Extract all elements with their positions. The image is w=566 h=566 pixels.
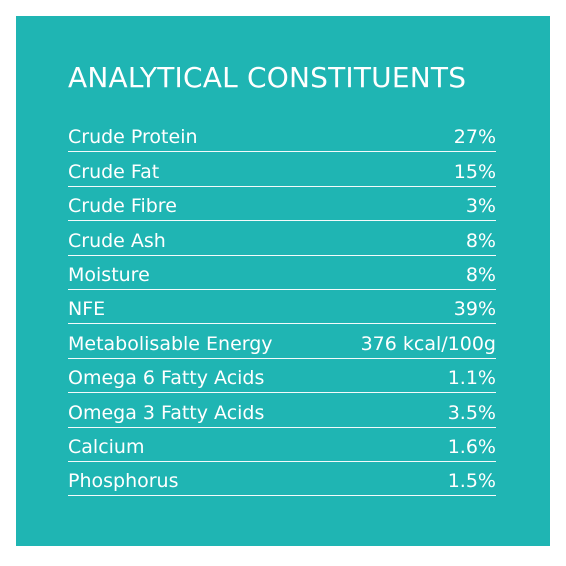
panel-title: ANALYTICAL CONSTITUENTS <box>68 61 467 94</box>
constituent-label: Metabolisable Energy <box>68 332 273 355</box>
constituent-label: Crude Ash <box>68 229 166 252</box>
constituent-value: 1.5% <box>447 470 496 493</box>
constituent-row: Crude Fat 15% <box>68 152 496 187</box>
constituent-row: Calcium 1.6% <box>68 428 496 462</box>
constituent-row: Omega 3 Fatty Acids 3.5% <box>68 393 496 428</box>
constituent-value: 376 kcal/100g <box>360 332 496 355</box>
constituent-label: Crude Protein <box>68 126 198 149</box>
constituent-label: Crude Fat <box>68 160 160 183</box>
constituents-list: Crude Protein 27% Crude Fat 15% Crude Fi… <box>68 118 496 497</box>
constituent-row: Crude Ash 8% <box>68 221 496 256</box>
constituent-row: Moisture 8% <box>68 256 496 290</box>
constituent-value: 8% <box>465 229 496 252</box>
constituent-row: Omega 6 Fatty Acids 1.1% <box>68 359 496 394</box>
constituent-row: Phosphorus 1.5% <box>68 462 496 497</box>
constituent-label: Phosphorus <box>68 470 179 493</box>
constituent-label: NFE <box>68 298 106 321</box>
constituent-row: Crude Protein 27% <box>68 118 496 153</box>
constituent-row: NFE 39% <box>68 290 496 325</box>
analytical-constituents-panel: ANALYTICAL CONSTITUENTS Crude Protein 27… <box>16 16 550 546</box>
constituent-label: Omega 6 Fatty Acids <box>68 367 265 390</box>
constituent-label: Moisture <box>68 263 150 286</box>
constituent-value: 39% <box>453 298 496 321</box>
constituent-value: 15% <box>453 160 496 183</box>
constituent-value: 1.6% <box>447 435 496 458</box>
constituent-row: Metabolisable Energy 376 kcal/100g <box>68 324 496 359</box>
constituent-value: 1.1% <box>447 367 496 390</box>
constituent-row: Crude Fibre 3% <box>68 187 496 222</box>
constituent-value: 8% <box>465 263 496 286</box>
constituent-label: Crude Fibre <box>68 195 177 218</box>
constituent-value: 27% <box>453 126 496 149</box>
constituent-label: Omega 3 Fatty Acids <box>68 401 265 424</box>
constituent-value: 3% <box>465 195 496 218</box>
constituent-value: 3.5% <box>447 401 496 424</box>
constituent-label: Calcium <box>68 435 145 458</box>
